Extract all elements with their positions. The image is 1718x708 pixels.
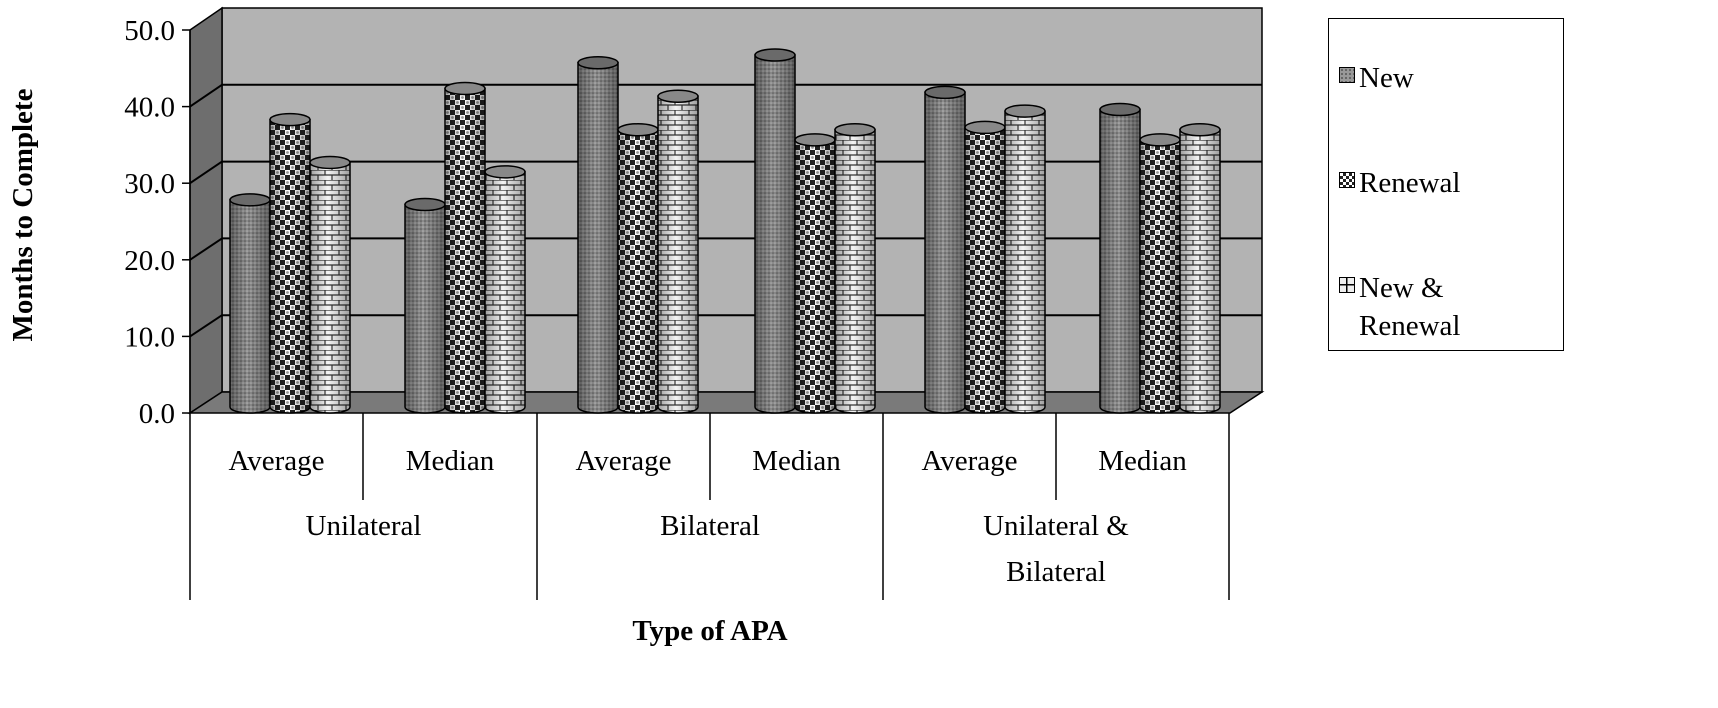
y-tick-label: 40.0 bbox=[124, 92, 175, 124]
gridline-side bbox=[189, 160, 223, 185]
legend-item: Renewal bbox=[1339, 164, 1549, 202]
category-label: Median bbox=[406, 445, 495, 477]
bar-top bbox=[309, 155, 351, 170]
legend-item: New bbox=[1339, 59, 1549, 97]
bar-new-renewal bbox=[657, 89, 699, 414]
bar-shading bbox=[1005, 111, 1045, 413]
bar-shading bbox=[270, 119, 310, 413]
bar-top bbox=[1004, 104, 1046, 118]
x-axis-title: Type of APA bbox=[632, 615, 787, 647]
bar-top bbox=[657, 89, 699, 104]
bar-new-renewal bbox=[309, 155, 351, 414]
bar-top bbox=[964, 120, 1006, 135]
y-tick-label: 10.0 bbox=[124, 321, 175, 353]
bar-top bbox=[924, 85, 966, 100]
group-label: Bilateral bbox=[1006, 556, 1106, 588]
bar-shading bbox=[658, 96, 698, 413]
y-tick-label: 50.0 bbox=[124, 15, 175, 47]
legend: New Renewal New & Renewal bbox=[1328, 18, 1564, 351]
bar-shading bbox=[230, 199, 270, 413]
y-tick-label: 30.0 bbox=[124, 168, 175, 200]
bar-top bbox=[794, 133, 836, 147]
bar-top bbox=[617, 123, 659, 137]
bar-top bbox=[577, 56, 619, 70]
bar-shading bbox=[618, 129, 658, 414]
bar-top bbox=[754, 48, 796, 62]
bar-new bbox=[577, 56, 619, 414]
bar-shading bbox=[1100, 109, 1140, 413]
bar-top bbox=[404, 197, 446, 212]
legend-item: New & Renewal bbox=[1339, 269, 1549, 345]
group-label: Unilateral & bbox=[983, 510, 1129, 542]
category-label: Median bbox=[752, 445, 841, 477]
y-tick-label: 0.0 bbox=[139, 398, 175, 430]
gridline-side bbox=[189, 83, 223, 108]
bar-new-renewal bbox=[834, 123, 876, 414]
category-label: Average bbox=[575, 445, 671, 477]
bar-renewal bbox=[794, 133, 836, 414]
bar-top bbox=[1099, 102, 1141, 117]
gridline-side bbox=[189, 314, 223, 338]
bar-shading bbox=[485, 171, 525, 413]
group-label: Bilateral bbox=[660, 510, 760, 542]
bar-new bbox=[754, 48, 796, 414]
bar-shading bbox=[445, 88, 485, 413]
bar-shading bbox=[578, 62, 618, 414]
side-wall bbox=[189, 6, 223, 415]
bar-top bbox=[1179, 123, 1221, 137]
bar-top bbox=[444, 81, 486, 96]
bar-shading bbox=[1140, 139, 1180, 413]
bar-new bbox=[229, 193, 271, 414]
bar-renewal bbox=[964, 120, 1006, 414]
bar-shading bbox=[755, 55, 795, 413]
category-label: Average bbox=[921, 445, 1017, 477]
bar-new bbox=[404, 197, 446, 414]
legend-label: New & Renewal bbox=[1359, 272, 1461, 342]
category-label: Average bbox=[228, 445, 324, 477]
bar-shading bbox=[835, 129, 875, 414]
bar-top bbox=[229, 193, 271, 207]
bar-shading bbox=[965, 127, 1005, 414]
bar-top bbox=[834, 123, 876, 137]
y-tick-label: 20.0 bbox=[124, 245, 175, 277]
bar-new-renewal bbox=[484, 165, 526, 414]
legend-swatch-icon bbox=[1339, 67, 1355, 83]
bar-shading bbox=[405, 204, 445, 413]
bar-renewal bbox=[269, 112, 311, 414]
gridline-side bbox=[189, 237, 223, 261]
group-label: Unilateral bbox=[306, 510, 422, 542]
bar-renewal bbox=[617, 123, 659, 414]
bar-shading bbox=[1180, 129, 1220, 414]
bar-shading bbox=[795, 139, 835, 413]
bar-shading bbox=[925, 92, 965, 414]
bar-renewal bbox=[444, 81, 486, 414]
bar-new bbox=[1099, 102, 1141, 414]
bar-top bbox=[269, 112, 311, 127]
legend-swatch-icon bbox=[1339, 172, 1355, 188]
category-label: Median bbox=[1098, 445, 1187, 477]
bar-top bbox=[484, 165, 526, 179]
y-axis-title: Months to Complete bbox=[7, 88, 39, 341]
legend-label: New bbox=[1359, 62, 1414, 94]
bar-top bbox=[1139, 133, 1181, 147]
bar-shading bbox=[310, 162, 350, 413]
bar-new-renewal bbox=[1004, 104, 1046, 414]
bar-new-renewal bbox=[1179, 123, 1221, 414]
bar-new bbox=[924, 85, 966, 414]
legend-label: Renewal bbox=[1359, 167, 1461, 199]
bar-renewal bbox=[1139, 133, 1181, 414]
legend-swatch-icon bbox=[1339, 277, 1355, 293]
